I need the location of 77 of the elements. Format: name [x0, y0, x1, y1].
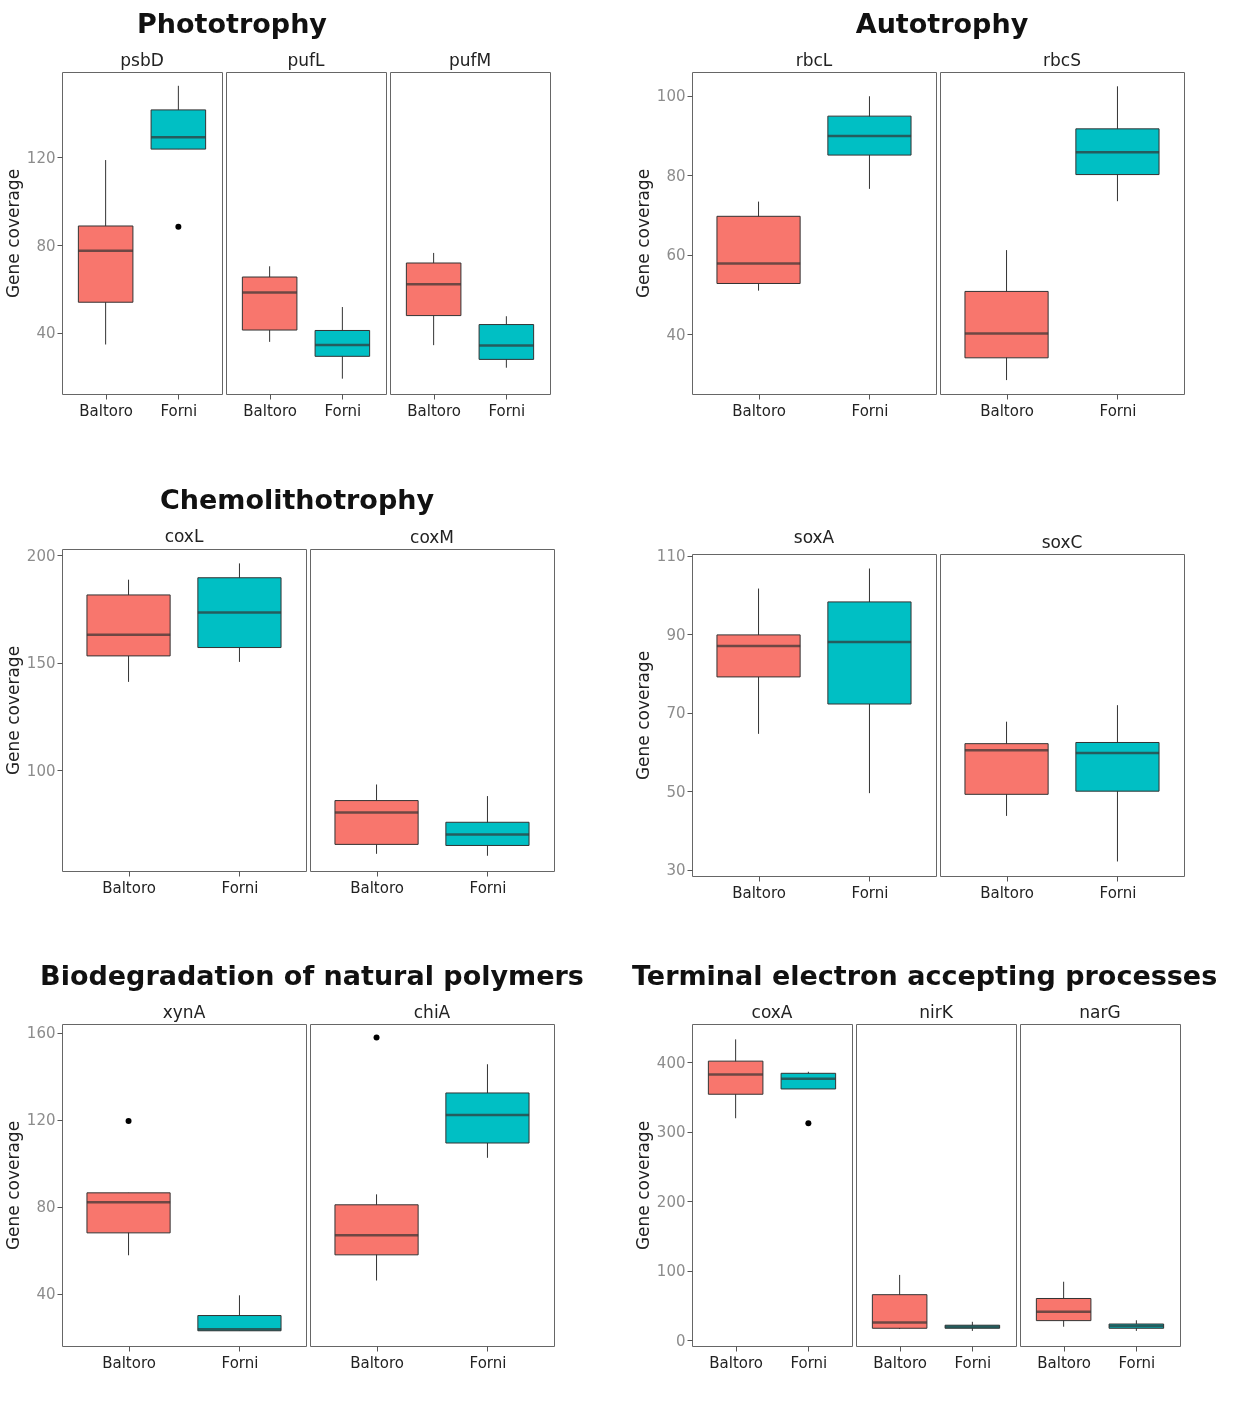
chart-subtitle: psbD [120, 50, 164, 70]
chart-subtitle: pufL [287, 50, 326, 70]
x-tick-label: Forni [1118, 1353, 1156, 1372]
y-axis-title: Gene coverage [632, 1120, 653, 1251]
x-tick-label: Baltoro [102, 878, 156, 897]
y-tick-label: 80 [36, 236, 56, 255]
x-tick-label: Baltoro [407, 401, 461, 420]
y-tick-label: 80 [666, 166, 686, 185]
x-tick-label: Forni [790, 1353, 828, 1372]
text: Terminal electron accepting processes [632, 959, 1218, 993]
y-axis-title: Gene coverage [2, 168, 23, 299]
chart-subtitle: nirK [919, 1002, 954, 1022]
x-tick-label: Forni [221, 878, 259, 897]
x-tick-label: Forni [488, 401, 526, 420]
y-tick-label: 400 [656, 1053, 686, 1072]
x-tick-label: Forni [160, 401, 198, 420]
x-tick-label: Baltoro [980, 401, 1034, 420]
y-axis-title: Gene coverage [632, 650, 653, 781]
y-axis-title: Gene coverage [2, 645, 23, 776]
x-tick-label: Forni [469, 878, 507, 897]
x-tick-label: Baltoro [79, 401, 133, 420]
x-tick-label: Baltoro [873, 1353, 927, 1372]
x-tick-label: Forni [851, 401, 889, 420]
chart-subtitle: pufM [448, 50, 492, 70]
y-tick-label: 150 [26, 654, 56, 673]
y-tick-label: 100 [656, 1262, 686, 1281]
x-tick-label: Forni [851, 883, 889, 902]
x-tick-label: Baltoro [980, 883, 1034, 902]
y-tick-label: 50 [666, 782, 686, 801]
y-tick-label: 120 [26, 1111, 56, 1130]
x-tick-label: Baltoro [350, 878, 404, 897]
x-tick-label: Baltoro [732, 883, 786, 902]
y-axis-title: Gene coverage [2, 1120, 23, 1251]
chart-title: Autotrophy [854, 7, 1030, 41]
chart-title: Biodegradation of natural polymers [39, 959, 585, 993]
y-tick-label: 40 [36, 1285, 56, 1304]
x-tick-label: Forni [1099, 883, 1137, 902]
chart-title: Phototrophy [136, 7, 328, 41]
y-tick-label: 70 [666, 704, 686, 723]
y-tick-label: 0 [675, 1331, 686, 1350]
chart-title: Chemolithotrophy [158, 483, 436, 517]
y-tick-label: 30 [666, 861, 686, 880]
x-tick-label: Baltoro [102, 1353, 156, 1372]
chart-subtitle: narG [1079, 1002, 1121, 1022]
y-tick-label: 100 [656, 87, 686, 106]
y-tick-label: 90 [666, 625, 686, 644]
chart-subtitle: coxM [410, 527, 454, 547]
y-tick-label: 300 [656, 1123, 686, 1142]
x-tick-label: Baltoro [709, 1353, 763, 1372]
y-tick-label: 200 [656, 1192, 686, 1211]
y-tick-label: 100 [26, 761, 56, 780]
chart-subtitle: coxA [751, 1002, 793, 1022]
y-tick-label: 110 [656, 547, 686, 566]
x-tick-label: Forni [469, 1353, 507, 1372]
y-axis-title: Gene coverage [632, 168, 653, 299]
chart-subtitle: chiA [413, 1002, 451, 1022]
x-tick-label: Baltoro [732, 401, 786, 420]
y-tick-label: 200 [26, 546, 56, 565]
chart-subtitle: rbcL [795, 50, 833, 70]
x-tick-label: Forni [221, 1353, 259, 1372]
chart-subtitle: soxC [1041, 532, 1083, 552]
y-tick-label: 160 [26, 1024, 56, 1043]
y-tick-label: 40 [36, 324, 56, 343]
y-tick-label: 60 [666, 246, 686, 265]
chart-subtitle: xynA [162, 1002, 206, 1022]
x-tick-label: Baltoro [243, 401, 297, 420]
y-tick-label: 80 [36, 1198, 56, 1217]
chart-subtitle: rbcS [1043, 50, 1081, 70]
chart-subtitle: coxL [164, 526, 204, 547]
y-tick-label: 40 [666, 325, 686, 344]
x-tick-label: Forni [324, 401, 362, 420]
x-tick-label: Forni [1099, 401, 1137, 420]
x-tick-label: Baltoro [1037, 1353, 1091, 1372]
x-tick-label: Baltoro [350, 1353, 404, 1372]
chart-subtitle: soxA [793, 526, 835, 547]
x-tick-label: Forni [954, 1353, 992, 1372]
y-tick-label: 120 [26, 148, 56, 167]
